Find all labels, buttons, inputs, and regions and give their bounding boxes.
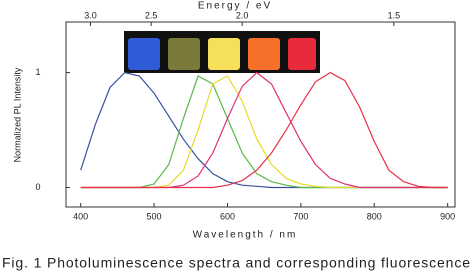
- x2-tick-label: 2.5: [145, 10, 158, 20]
- vial: [248, 38, 280, 70]
- caption: Fig. 1 Photoluminescence spectra and cor…: [2, 255, 470, 271]
- x2-tick-label: 3.0: [84, 10, 97, 20]
- series-line: [80, 75, 448, 189]
- x-axis-title: Wavelength / nm: [193, 230, 298, 241]
- x2-axis-title: Energy / eV: [198, 1, 272, 12]
- x-tick-label: 500: [147, 211, 162, 221]
- vial: [128, 38, 160, 70]
- x2-tick-label: 2.0: [236, 10, 249, 20]
- series-line: [80, 71, 448, 189]
- series-line: [80, 71, 448, 189]
- x-tick-label: 400: [73, 211, 88, 221]
- x-tick-label: 800: [367, 211, 382, 221]
- series-line: [80, 71, 448, 189]
- y-tick-label: 0: [35, 182, 40, 192]
- plot-frame: [65, 21, 456, 208]
- vial-photo: [124, 31, 320, 73]
- x-tick-label: 900: [440, 211, 455, 221]
- vial: [208, 38, 240, 70]
- x-tick-label: 700: [293, 211, 308, 221]
- y-axis-title: Normalized PL Intensity: [12, 67, 22, 162]
- x-tick-label: 600: [220, 211, 235, 221]
- y-tick-label: 1: [35, 67, 40, 77]
- series-line: [80, 75, 448, 189]
- vial: [168, 38, 200, 70]
- x2-tick-label: 1.5: [388, 10, 401, 20]
- vial: [288, 38, 316, 70]
